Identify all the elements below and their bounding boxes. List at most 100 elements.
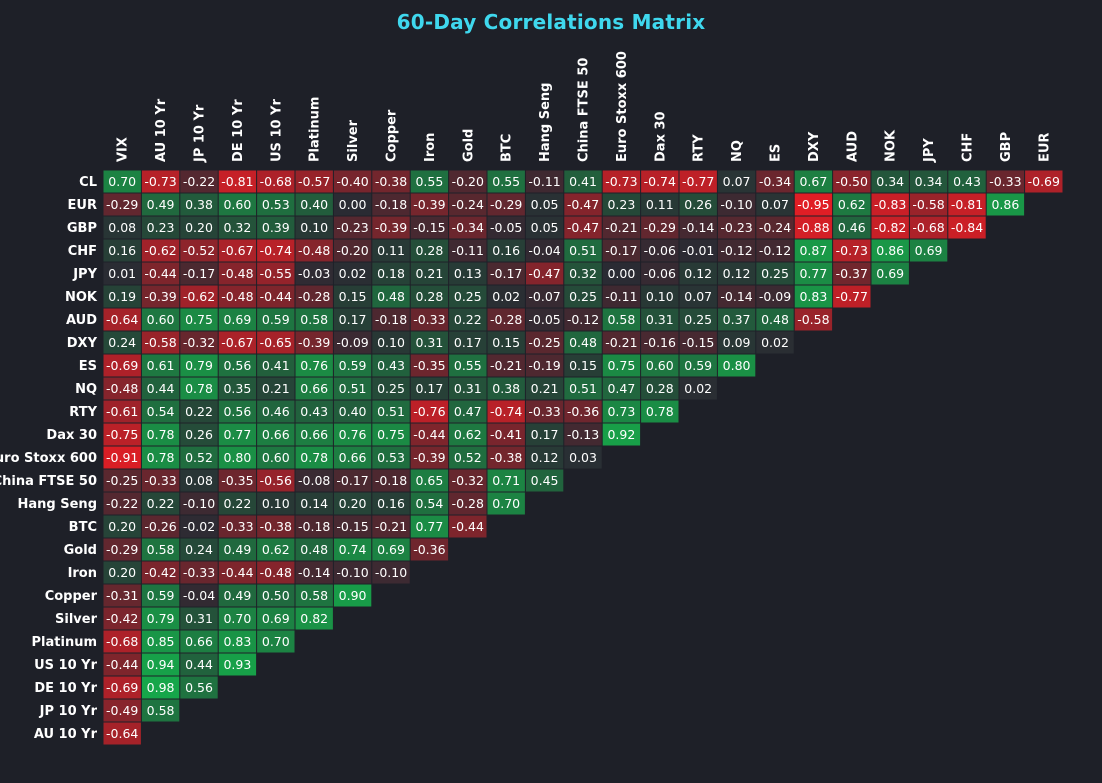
- cell-rect: [372, 446, 410, 469]
- cell-rect: [679, 216, 717, 239]
- cell-value: 0.26: [185, 427, 213, 442]
- heatmap-cell: 0.66: [295, 423, 333, 446]
- heatmap-cell: 0.25: [564, 285, 602, 308]
- cell-value: -0.20: [336, 243, 368, 258]
- heatmap-cell: 0.77: [794, 262, 833, 285]
- heatmap-cell: 0.52: [180, 446, 218, 469]
- cell-value: 0.44: [185, 657, 213, 672]
- heatmap-cell: 0.16: [103, 239, 141, 262]
- heatmap-cell: -0.32: [449, 469, 487, 492]
- cell-rect: [487, 262, 525, 285]
- cell-value: -0.25: [106, 473, 138, 488]
- cell-rect: [410, 515, 449, 538]
- heatmap-cell: 0.67: [794, 170, 833, 193]
- cell-rect: [449, 423, 487, 446]
- heatmap-cell: 0.48: [564, 331, 602, 354]
- heatmap-cell: -0.81: [948, 193, 986, 216]
- cell-value: 0.44: [147, 381, 175, 396]
- heatmap-cell: 0.17: [410, 377, 449, 400]
- cell-rect: [180, 469, 218, 492]
- heatmap-cell: 0.28: [410, 239, 449, 262]
- cell-rect: [948, 170, 986, 193]
- heatmap-cell: 0.93: [218, 653, 257, 676]
- cell-value: -0.44: [221, 565, 253, 580]
- cell-value: -0.68: [106, 634, 138, 649]
- cell-rect: [180, 170, 218, 193]
- cell-rect: [295, 607, 333, 630]
- heatmap-cell: 0.69: [218, 308, 257, 331]
- cell-value: 0.69: [262, 611, 290, 626]
- cell-value: -0.29: [490, 197, 522, 212]
- cell-value: 0.51: [569, 381, 597, 396]
- heatmap-cell: 0.79: [180, 354, 218, 377]
- row-label-euro-stoxx-600: Euro Stoxx 600: [0, 451, 97, 466]
- cell-rect: [372, 308, 410, 331]
- heatmap-cell: 0.76: [295, 354, 333, 377]
- row-label-gbp: GBP: [67, 221, 97, 236]
- cell-rect: [487, 377, 525, 400]
- cell-value: 0.74: [339, 542, 367, 557]
- cell-value: 0.62: [262, 542, 290, 557]
- col-label-gold: Gold: [461, 129, 476, 162]
- cell-value: -0.39: [375, 220, 407, 235]
- row-label-au-10-yr: AU 10 Yr: [34, 727, 98, 742]
- cell-value: -0.10: [336, 565, 368, 580]
- cell-rect: [180, 262, 218, 285]
- heatmap-cell: -0.35: [410, 354, 449, 377]
- cell-value: 0.41: [262, 358, 290, 373]
- cell-rect: [295, 423, 333, 446]
- cell-rect: [410, 193, 449, 216]
- heatmap-cell: 0.19: [103, 285, 141, 308]
- heatmap-cell: 0.26: [180, 423, 218, 446]
- cell-rect: [449, 446, 487, 469]
- cell-value: -0.15: [336, 519, 368, 534]
- cell-value: 0.59: [339, 358, 367, 373]
- heatmap-cell: -0.52: [180, 239, 218, 262]
- heatmap-cell: -0.26: [141, 515, 180, 538]
- heatmap-cell: 0.34: [871, 170, 909, 193]
- row-label-platinum: Platinum: [32, 635, 97, 650]
- heatmap-cell: -0.73: [833, 239, 871, 262]
- cell-rect: [218, 469, 257, 492]
- cell-value: -0.18: [375, 312, 407, 327]
- cell-value: -0.64: [106, 726, 138, 741]
- cell-rect: [295, 446, 333, 469]
- row-label-dxy: DXY: [67, 336, 98, 351]
- cell-value: -0.02: [183, 519, 215, 534]
- heatmap-cell: 0.82: [295, 607, 333, 630]
- heatmap-cell: 0.12: [679, 262, 717, 285]
- cell-rect: [257, 492, 295, 515]
- cell-value: -0.55: [260, 266, 292, 281]
- heatmap-cell: 0.37: [717, 308, 756, 331]
- cell-rect: [794, 239, 833, 262]
- cell-value: 0.75: [607, 358, 635, 373]
- cell-value: 0.59: [684, 358, 712, 373]
- cell-value: -0.35: [413, 358, 445, 373]
- cell-rect: [295, 308, 333, 331]
- chart-title: 60-Day Correlations Matrix: [396, 10, 706, 34]
- heatmap-cell: 0.78: [141, 446, 180, 469]
- cell-rect: [141, 699, 180, 722]
- cell-rect: [218, 354, 257, 377]
- cell-rect: [833, 216, 871, 239]
- cell-rect: [487, 216, 525, 239]
- cell-value: -0.44: [452, 519, 484, 534]
- heatmap-cell: -0.22: [103, 492, 141, 515]
- heatmap-cells: 0.70 -0.73 -0.22 -0.81 -0.68 -0.57 -0.40 -0.38 0…: [103, 170, 1063, 745]
- heatmap-cell: 0.21: [257, 377, 295, 400]
- heatmap-cell: -0.56: [257, 469, 295, 492]
- cell-value: -0.69: [106, 358, 138, 373]
- heatmap-cell: -0.82: [871, 216, 909, 239]
- cell-rect: [180, 584, 218, 607]
- cell-rect: [525, 331, 564, 354]
- cell-value: 0.32: [223, 220, 251, 235]
- heatmap-cell: -0.39: [141, 285, 180, 308]
- row-labels: CL EUR GBP CHF JPY NOK AUD DXY ES NQ RTY Dax 30 Euro…: [0, 175, 98, 742]
- heatmap-cell: 0.00: [333, 193, 372, 216]
- cell-rect: [794, 262, 833, 285]
- heatmap-cell: -0.18: [372, 308, 410, 331]
- cell-rect: [333, 216, 372, 239]
- cell-value: -0.14: [682, 220, 714, 235]
- heatmap-cell: -0.44: [103, 653, 141, 676]
- cell-rect: [487, 239, 525, 262]
